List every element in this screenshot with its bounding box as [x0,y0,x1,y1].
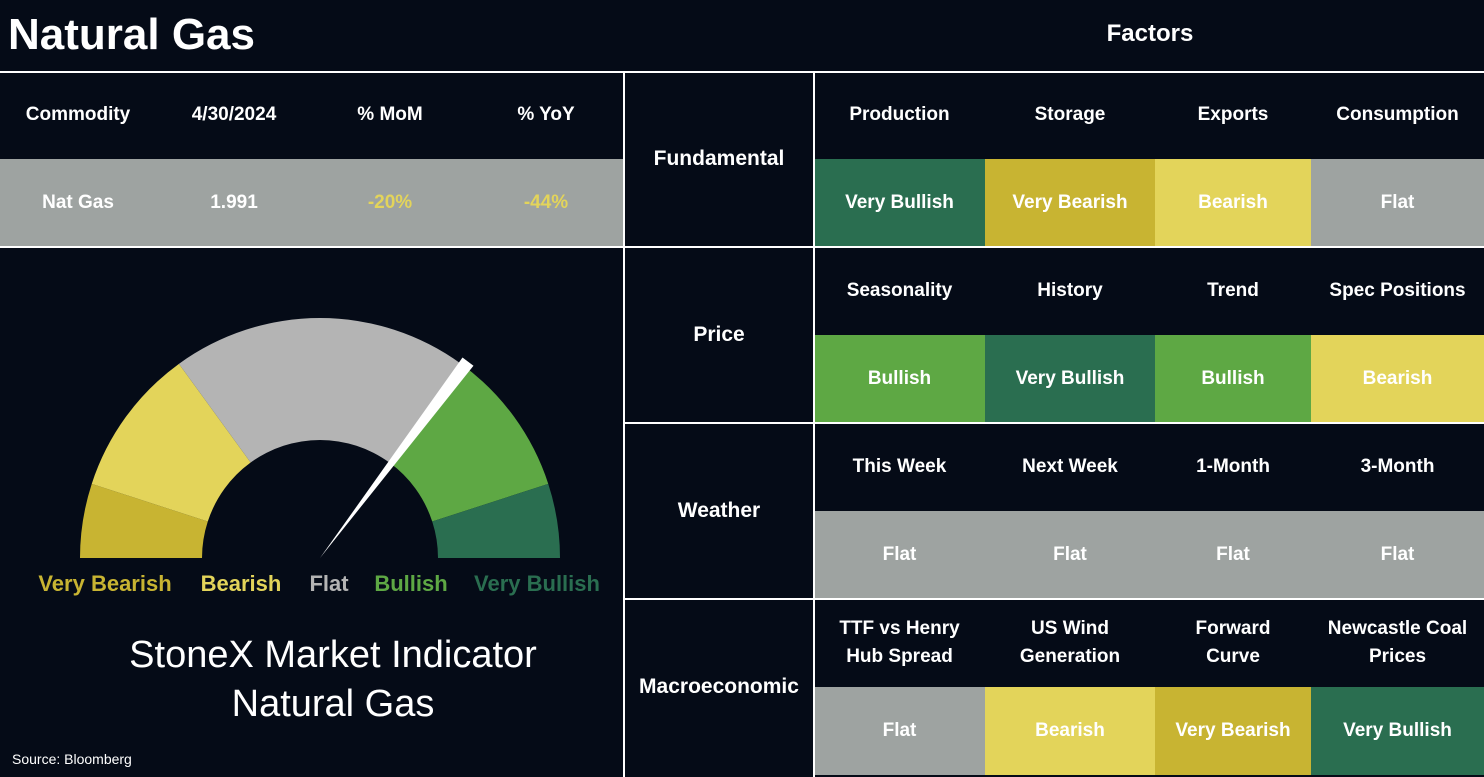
factor-signal: Very Bullish [814,159,985,247]
factor-category: Weather [677,499,761,523]
source-note: Source: Bloomberg [12,751,132,767]
divider [813,71,815,777]
factor-name: Forward Curve [1195,617,1271,668]
divider [624,422,1484,424]
factor-signal: Very Bullish [985,335,1155,423]
factor-signal: Very Bullish [1311,687,1484,775]
divider [624,598,1484,600]
factor-name: Consumption [1336,103,1459,125]
factor-name: TTF vs Henry Hub Spread [839,617,960,668]
divider [623,71,625,777]
column-header: 4/30/2024 [191,103,277,125]
factor-name: Seasonality [846,279,953,301]
row-bg [0,159,624,247]
column-header: % YoY [517,103,575,125]
factor-category: Fundamental [653,147,785,171]
factor-signal: Flat [814,687,985,775]
gauge-title: StoneX Market Indicator [129,634,537,676]
gauge-label: Very Bearish [38,571,171,596]
factor-name: History [1037,279,1103,301]
factor-signal: Bearish [1155,159,1311,247]
factor-category: Price [693,323,745,347]
factor-name: Production [849,103,950,125]
gauge-title: Natural Gas [232,683,435,725]
gauge-needle [320,357,474,558]
gauge-zone [389,363,549,522]
factor-signal: Flat [985,511,1155,599]
factor-signal: Bullish [814,335,985,423]
factors-title: Factors [1106,20,1194,47]
gauge-zone [91,363,251,522]
page-title: Natural Gas [8,10,255,59]
factor-name: US Wind Generation [1019,617,1121,668]
gauge-zone [80,483,208,558]
gauge-label: Flat [309,571,349,596]
gauge-label: Bullish [374,571,447,596]
factor-signal: Flat [1311,159,1484,247]
factor-name: 3-Month [1360,455,1435,477]
column-header: Commodity [25,103,131,125]
factor-name: Trend [1207,279,1259,301]
divider [0,71,1484,73]
gauge-label: Very Bullish [474,571,600,596]
factor-signal: Flat [1155,511,1311,599]
factor-name: This Week [852,455,947,477]
factor-category: Macroeconomic [639,675,799,699]
factor-signal: Bullish [1155,335,1311,423]
gauge-zone [178,318,462,463]
factor-name: Exports [1197,103,1269,125]
divider [0,246,1484,248]
factor-signal: Flat [1311,511,1484,599]
table-cell: 1.991 [210,191,258,213]
table-cell: -20% [367,191,413,213]
gauge-zone [432,483,560,558]
factor-name: 1-Month [1196,455,1270,477]
factor-signal: Flat [814,511,985,599]
gauge-label: Bearish [201,571,282,596]
factor-name: Storage [1034,103,1106,125]
table-cell: Nat Gas [42,191,114,213]
factor-signal: Very Bearish [985,159,1155,247]
factor-signal: Very Bearish [1155,687,1311,775]
gauge: Very Bearish Bearish Flat Bullish Very Bulli… [38,318,600,725]
factor-name: Spec Positions [1329,279,1466,301]
factor-name: Newcastle Coal Prices [1327,617,1468,668]
factor-signal: Bearish [1311,335,1484,423]
table-cell: -44% [523,191,569,213]
column-header: % MoM [357,103,423,125]
factor-signal: Bearish [985,687,1155,775]
factor-name: Next Week [1022,455,1118,477]
